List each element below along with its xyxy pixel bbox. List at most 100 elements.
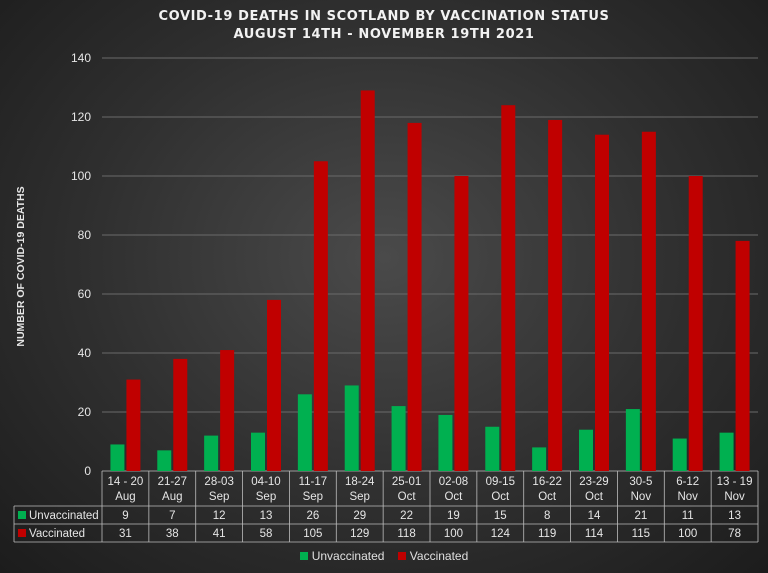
bar-vaccinated	[688, 176, 703, 471]
y-tick-label: 80	[78, 228, 92, 242]
table-cell-value: 19	[447, 510, 460, 522]
x-tick-label: Oct	[491, 491, 510, 503]
table-cell-value: 14	[588, 510, 601, 522]
x-tick-label: 23-29	[579, 476, 608, 488]
x-tick-label: 21-27	[158, 476, 187, 488]
table-key-unvaccinated	[18, 511, 26, 519]
table-cell-value: 26	[306, 510, 319, 522]
table-cell-value: 58	[260, 528, 273, 540]
legend: Unvaccinated Vaccinated	[0, 549, 768, 563]
bar-vaccinated	[501, 105, 516, 471]
table-cell-value: 31	[119, 528, 132, 540]
bar-unvaccinated	[485, 426, 500, 471]
bar-unvaccinated	[251, 432, 265, 471]
x-tick-label: 09-15	[486, 476, 515, 488]
bar-unvaccinated	[672, 438, 687, 471]
table-cell-value: 38	[166, 528, 179, 540]
x-tick-label: Aug	[162, 491, 182, 503]
bar-unvaccinated	[438, 414, 453, 471]
legend-swatch-unvaccinated	[299, 552, 308, 560]
x-tick-label: 30-5	[629, 476, 652, 488]
x-tick-label: 11-17	[299, 476, 328, 488]
bar-vaccinated	[735, 240, 750, 471]
x-tick-label: Sep	[209, 491, 229, 503]
bar-vaccinated	[641, 131, 656, 471]
bar-unvaccinated	[110, 444, 125, 471]
y-tick-label: 120	[71, 110, 91, 124]
x-tick-label: Oct	[444, 491, 463, 503]
y-tick-label: 100	[71, 169, 91, 183]
table-cell-value: 41	[213, 528, 226, 540]
table-cell-value: 21	[634, 510, 647, 522]
table-cell-value: 13	[728, 510, 741, 522]
table-cell-value: 7	[169, 510, 175, 522]
x-tick-label: Nov	[631, 491, 652, 503]
bar-vaccinated	[407, 122, 422, 472]
table-cell-value: 114	[585, 528, 604, 540]
table-cell-value: 11	[682, 510, 694, 522]
x-tick-label: Oct	[585, 491, 604, 503]
x-tick-label: Aug	[115, 491, 135, 503]
x-tick-label: 28-03	[204, 476, 233, 488]
bar-unvaccinated	[391, 406, 406, 471]
table-cell-value: 124	[491, 528, 511, 540]
bar-unvaccinated	[344, 385, 359, 471]
bar-vaccinated	[267, 299, 281, 471]
table-cell-value: 15	[494, 510, 507, 522]
x-tick-label: Sep	[303, 491, 323, 503]
x-tick-label: Nov	[724, 491, 745, 503]
table-cell-value: 9	[122, 510, 128, 522]
legend-swatch-vaccinated	[397, 552, 406, 560]
bar-unvaccinated	[532, 447, 547, 471]
bar-vaccinated	[548, 119, 563, 471]
bar-vaccinated	[454, 176, 469, 471]
table-key-vaccinated	[18, 529, 26, 537]
y-tick-label: 20	[78, 405, 92, 419]
bar-vaccinated	[220, 350, 235, 471]
table-cell-value: 29	[353, 510, 366, 522]
x-tick-label: 04-10	[251, 476, 280, 488]
table-cell-value: 115	[632, 528, 650, 540]
table-cell-value: 78	[728, 528, 741, 540]
x-tick-label: Oct	[538, 491, 557, 503]
bar-unvaccinated	[204, 435, 219, 471]
bar-unvaccinated	[579, 429, 593, 471]
legend-label-unvaccinated: Unvaccinated	[311, 549, 385, 563]
x-tick-label: 18-24	[345, 476, 375, 488]
table-cell-value: 129	[350, 528, 369, 540]
legend-item-vaccinated: Vaccinated	[397, 549, 469, 563]
legend-label-vaccinated: Vaccinated	[409, 549, 469, 563]
x-tick-label: 25-01	[392, 476, 421, 488]
x-tick-label: 14 - 20	[108, 476, 144, 488]
x-tick-label: Oct	[398, 491, 417, 503]
table-cell-value: 105	[303, 528, 322, 540]
table-cell-value: 119	[538, 528, 556, 540]
y-tick-label: 140	[71, 51, 91, 65]
chart-title: COVID-19 DEATHS IN SCOTLAND BY VACCINATI…	[158, 9, 610, 24]
bar-unvaccinated	[719, 432, 734, 471]
legend-item-unvaccinated: Unvaccinated	[299, 549, 385, 563]
table-cell-value: 13	[260, 510, 273, 522]
bar-vaccinated	[173, 358, 188, 471]
y-tick-label: 0	[84, 464, 91, 478]
x-tick-label: 13 - 19	[717, 476, 753, 488]
x-tick-label: Sep	[349, 491, 369, 503]
bar-unvaccinated	[157, 450, 172, 471]
x-tick-label: Sep	[256, 491, 276, 503]
x-tick-label: 6-12	[676, 476, 699, 488]
bar-unvaccinated	[297, 394, 312, 471]
bar-vaccinated	[360, 90, 375, 471]
y-axis-label: NUMBER OF COVID-19 DEATHS	[15, 186, 27, 346]
table-cell-value: 12	[213, 510, 226, 522]
y-tick-label: 40	[78, 346, 92, 360]
table-cell-value: 8	[544, 510, 550, 522]
bar-vaccinated	[313, 161, 328, 471]
table-series-label: Unvaccinated	[29, 510, 99, 522]
x-tick-label: Nov	[677, 491, 698, 503]
x-tick-label: 16-22	[532, 476, 561, 488]
table-cell-value: 118	[397, 528, 415, 540]
table-series-label: Vaccinated	[29, 528, 85, 540]
table-cell-value: 100	[678, 528, 697, 540]
bar-vaccinated	[126, 379, 141, 471]
